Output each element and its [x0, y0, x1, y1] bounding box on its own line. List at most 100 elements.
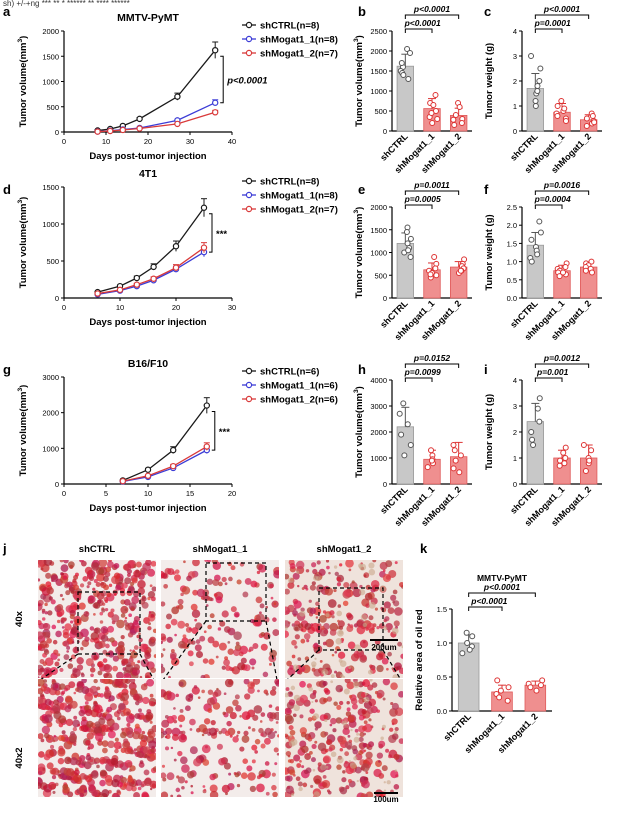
lipid-droplet	[334, 650, 338, 654]
lipid-droplet	[221, 784, 230, 793]
lipid-droplet	[51, 679, 56, 683]
y-tick-label: 500	[46, 257, 59, 266]
lipid-droplet	[324, 731, 329, 736]
lipid-droplet	[313, 775, 322, 784]
lipid-droplet	[162, 648, 166, 652]
x-tick-label: 0	[62, 489, 66, 498]
lipid-droplet	[363, 720, 368, 725]
lipid-droplet	[91, 562, 100, 571]
lipid-droplet	[264, 761, 270, 766]
data-point	[119, 477, 127, 485]
stroma-speck	[380, 736, 384, 740]
lipid-droplet	[390, 701, 394, 706]
lipid-droplet	[90, 673, 94, 678]
lipid-droplet	[366, 622, 375, 631]
lipid-droplet	[243, 730, 249, 736]
lipid-droplet	[194, 618, 198, 622]
lipid-droplet	[42, 785, 47, 790]
lipid-droplet	[85, 775, 93, 783]
lipid-droplet	[189, 718, 196, 726]
lipid-droplet	[124, 747, 132, 755]
lipid-droplet	[309, 607, 317, 615]
pvalue-bracket	[534, 377, 563, 382]
lipid-droplet	[46, 587, 54, 595]
lipid-droplet	[322, 641, 327, 646]
data-point	[407, 235, 414, 242]
lipid-droplet	[299, 760, 302, 763]
data-point	[203, 402, 210, 409]
lipid-droplet	[171, 714, 177, 721]
lipid-droplet	[67, 757, 72, 762]
stroma-speck	[290, 685, 296, 691]
lipid-droplet	[386, 667, 389, 671]
lipid-droplet	[45, 581, 52, 588]
stroma-speck	[311, 700, 314, 704]
lipid-droplet	[289, 562, 296, 569]
lipid-droplet	[38, 668, 43, 676]
lipid-droplet	[221, 610, 229, 618]
lipid-droplet	[135, 700, 140, 706]
micrograph-panel: shCTRL shMogat1_1 shMogat1_2 40x 40x2 200um 10…	[14, 544, 403, 804]
lipid-droplet	[142, 696, 150, 705]
data-point	[582, 267, 589, 274]
data-point	[398, 431, 405, 438]
lipid-droplet	[44, 698, 52, 706]
lipid-droplet	[201, 744, 211, 754]
panel-letter-f: f	[484, 182, 489, 197]
lipid-droplet	[207, 708, 213, 713]
lipid-droplet	[80, 646, 84, 651]
lipid-droplet	[169, 651, 177, 659]
lipid-droplet	[38, 676, 40, 678]
data-point	[560, 269, 567, 276]
lipid-droplet	[331, 653, 335, 657]
lipid-droplet	[138, 632, 141, 635]
lipid-droplet	[372, 560, 377, 563]
lipid-droplet	[391, 718, 398, 725]
lipid-droplet	[197, 696, 201, 699]
stroma-speck	[368, 601, 376, 609]
lipid-droplet	[360, 692, 367, 698]
stroma-speck	[348, 666, 352, 670]
y-tick-label: 3000	[42, 373, 59, 382]
lipid-droplet	[258, 727, 264, 734]
bar-chart-h: 01000200030004000shCTRLshMogat1_1shMogat…	[353, 353, 472, 528]
lipid-droplet	[141, 601, 149, 609]
lipid-droplet	[93, 726, 103, 735]
data-point	[532, 103, 539, 109]
lipid-droplet	[394, 726, 399, 732]
lipid-droplet	[306, 639, 310, 643]
lipid-droplet	[260, 712, 266, 717]
lipid-droplet	[53, 649, 59, 655]
panel-letter-d: d	[3, 182, 11, 197]
stroma-speck	[308, 686, 313, 692]
lipid-droplet	[351, 703, 358, 710]
lipid-droplet	[360, 654, 367, 661]
lipid-droplet	[319, 614, 327, 623]
lipid-droplet	[286, 660, 292, 667]
lipid-droplet	[330, 717, 337, 725]
stroma-speck	[394, 769, 398, 773]
y-tick-label: 2000	[370, 203, 387, 212]
lipid-droplet	[46, 687, 51, 692]
lipid-droplet	[193, 758, 202, 767]
lipid-droplet	[356, 625, 366, 635]
bar-chart-k: 0.00.51.01.5shCTRLshMogat1_1shMogat1_2Re…	[414, 573, 552, 755]
lipid-droplet	[64, 705, 72, 713]
stroma-speck	[362, 622, 367, 628]
pvalue-label: p=0.0004	[534, 194, 571, 204]
lipid-droplet	[221, 576, 227, 583]
pvalue-label: p=0.0001	[534, 18, 571, 28]
lipid-droplet	[177, 750, 183, 757]
lipid-droplet	[333, 588, 337, 593]
lipid-droplet	[332, 728, 337, 733]
lipid-droplet	[251, 744, 258, 751]
lipid-droplet	[116, 709, 122, 714]
lipid-droplet	[324, 748, 329, 753]
stroma-speck	[383, 789, 387, 792]
data-point	[586, 457, 593, 464]
lipid-droplet	[171, 733, 179, 741]
pvalue-bracket	[534, 190, 590, 195]
lipid-droplet	[387, 630, 391, 633]
data-point	[561, 460, 568, 467]
lipid-droplet	[57, 658, 61, 662]
